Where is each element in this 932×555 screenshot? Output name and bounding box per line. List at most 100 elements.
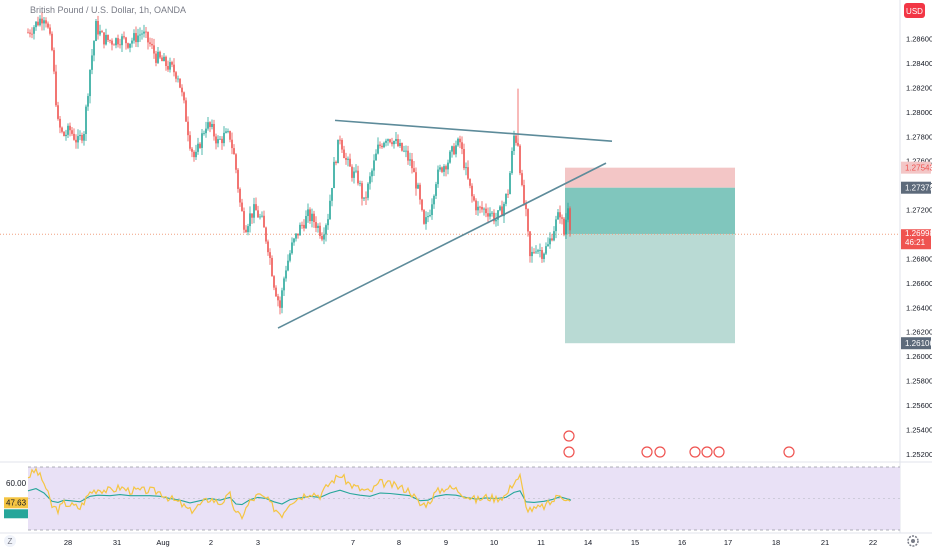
candle-body (309, 209, 311, 222)
candle-body (449, 151, 451, 163)
candle-body (73, 133, 75, 140)
stop-loss-zone[interactable] (565, 167, 735, 188)
candle-body (343, 149, 345, 159)
candle-body (401, 142, 403, 151)
candle-body (441, 167, 443, 172)
candle-body (445, 166, 447, 170)
candle-body (45, 20, 47, 24)
candle-body (565, 219, 567, 235)
candle-body (397, 139, 399, 147)
candle-body (323, 234, 325, 240)
candle-body (421, 199, 423, 211)
currency-badge[interactable] (904, 3, 925, 18)
lower-trendline[interactable] (277, 162, 607, 329)
candle-body (247, 226, 249, 233)
price-tick-label: 1.25200 (906, 450, 932, 459)
candle-body (461, 142, 463, 150)
candle-body (345, 158, 347, 160)
candle-body (289, 253, 291, 261)
price-tick-label: 1.28600 (906, 35, 932, 44)
candle-body (105, 34, 107, 45)
gear-icon[interactable] (907, 535, 919, 547)
timezone-button-label: Z (8, 537, 13, 546)
event-markers[interactable] (563, 430, 795, 458)
candle-body (547, 244, 549, 247)
candle-body (67, 125, 69, 135)
economic-event-icon[interactable] (701, 446, 713, 458)
candle-body (181, 87, 183, 93)
candle-body (473, 196, 475, 201)
candle-body (191, 148, 193, 152)
candle-body (557, 212, 559, 220)
candle-body (379, 144, 381, 146)
candle-body (555, 219, 557, 232)
economic-event-icon[interactable] (641, 446, 653, 458)
candle-body (137, 35, 139, 43)
economic-event-icon[interactable] (563, 446, 575, 458)
time-axis-label: 16 (678, 538, 686, 547)
candle-body (27, 32, 29, 34)
time-axis[interactable]: 28 31 Aug 2 3 7 8 9 10 11 14 15 16 17 18 21 22 (64, 538, 877, 547)
candle-body (405, 150, 407, 152)
symbol-title[interactable]: British Pound / U.S. Dollar, 1h, OANDA (30, 5, 186, 15)
time-axis-label: 7 (351, 538, 355, 547)
economic-event-icon[interactable] (654, 446, 666, 458)
candle-body (503, 203, 505, 217)
time-axis-label: 18 (772, 538, 780, 547)
candle-body (75, 139, 77, 143)
candle-body (151, 43, 153, 46)
candle-body (261, 215, 263, 217)
earnings-event-icon[interactable] (563, 430, 575, 442)
candle-body (459, 138, 461, 143)
candle-body (145, 31, 147, 33)
candle-body (455, 145, 457, 155)
candle-body (417, 184, 419, 189)
candle-body (37, 21, 39, 26)
candle-body (49, 27, 51, 34)
target-zone-lower[interactable] (565, 234, 735, 344)
economic-event-icon[interactable] (689, 446, 701, 458)
candle-body (307, 209, 309, 217)
candle-body (495, 219, 497, 222)
candle-body (387, 139, 389, 141)
time-axis-label: Aug (156, 538, 169, 547)
upper-trendline[interactable] (334, 119, 613, 142)
candle-body (489, 213, 491, 217)
target-zone-upper[interactable] (565, 187, 735, 235)
candle-body (561, 217, 563, 219)
candle-body (61, 127, 63, 132)
candle-body (451, 146, 453, 152)
candle-body (107, 34, 109, 40)
rsi-ma-tag (4, 509, 28, 519)
time-axis-label: 15 (631, 538, 639, 547)
price-tick-label: 1.27800 (906, 132, 932, 141)
entry-price-tag (901, 181, 931, 194)
candle-body (147, 31, 149, 43)
candle-body (507, 193, 509, 195)
candle-body (545, 246, 547, 254)
candle-body (327, 219, 329, 226)
timezone-button[interactable] (4, 535, 16, 547)
candle-body (301, 224, 303, 226)
candle-body (519, 145, 521, 174)
candle-body (53, 50, 55, 72)
target-price-tag-label: 1.26106 (905, 339, 932, 348)
candle-body (59, 118, 61, 128)
candle-body (491, 212, 493, 214)
economic-event-icon[interactable] (783, 446, 795, 458)
candle-body (33, 27, 35, 34)
candle-body (183, 92, 185, 101)
stop-price-tag-label: 1.27543 (905, 164, 932, 173)
candle-body (155, 53, 157, 63)
candle-body (381, 145, 383, 148)
candle-body (333, 161, 335, 189)
economic-event-icon[interactable] (713, 446, 725, 458)
candle-body (297, 233, 299, 236)
candle-body (263, 215, 265, 228)
candle-body (125, 37, 127, 44)
candle-body (425, 217, 427, 224)
candle-body (319, 225, 321, 236)
candle-body (457, 138, 459, 146)
candle-body (433, 195, 435, 205)
